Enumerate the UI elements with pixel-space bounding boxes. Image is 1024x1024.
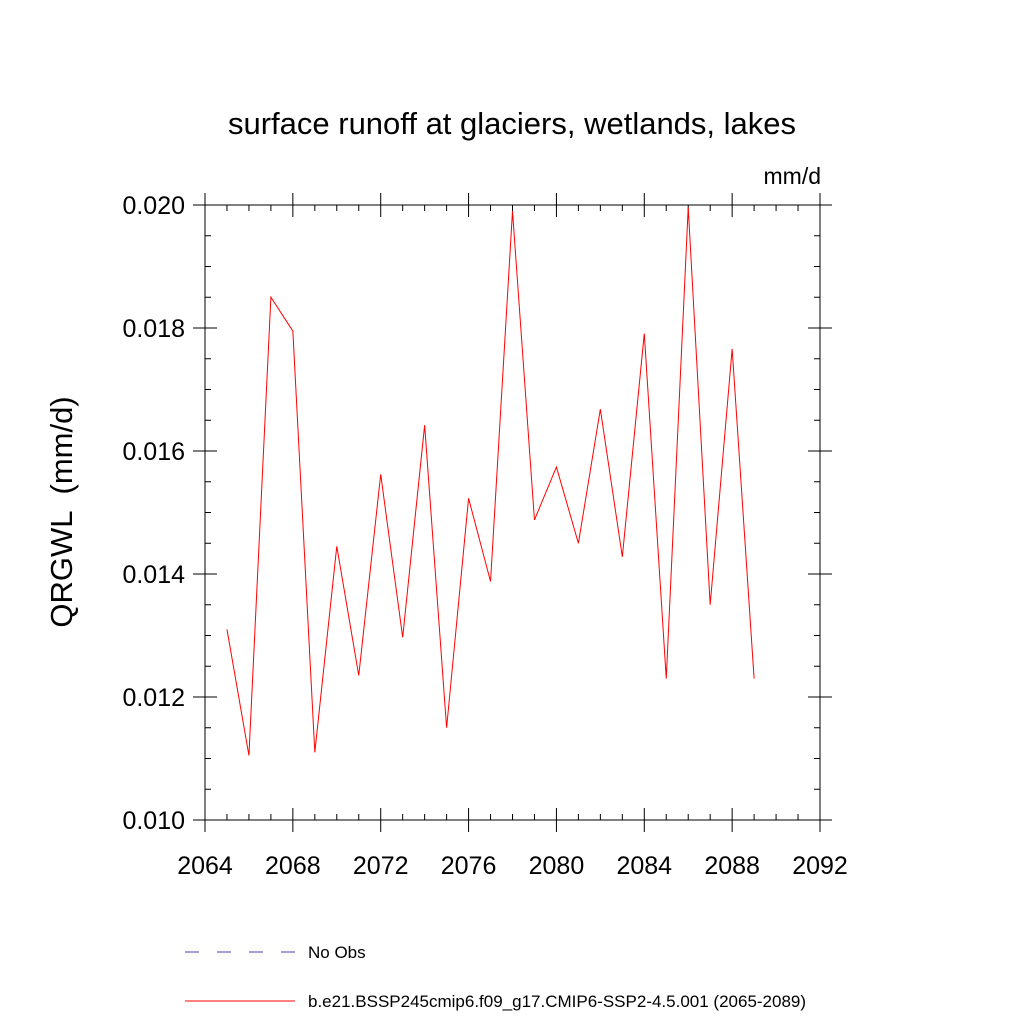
- y-tick-label: 0.020: [122, 192, 185, 220]
- x-tick-label: 2064: [177, 852, 233, 880]
- chart-title: surface runoff at glaciers, wetlands, la…: [227, 106, 797, 141]
- legend-label-model-run: b.e21.BSSP245cmip6.f09_g17.CMIP6-SSP2-4.…: [308, 992, 807, 1011]
- x-tick-label: 2088: [704, 852, 760, 880]
- x-tick-label: 2092: [792, 852, 848, 880]
- x-tick-label: 2068: [265, 852, 321, 880]
- y-tick-label: 0.016: [122, 438, 185, 466]
- legend-label-no-obs: No Obs: [308, 943, 366, 962]
- y-tick-label: 0.012: [122, 684, 185, 712]
- x-tick-label: 2076: [441, 852, 497, 880]
- plot-frame: [204, 204, 821, 821]
- y-axis-label: QRGWL (mm/d): [44, 396, 79, 628]
- units-label: mm/d: [763, 163, 822, 189]
- x-tick-label: 2080: [529, 852, 585, 880]
- y-tick-label: 0.018: [122, 315, 185, 343]
- y-tick-label: 0.010: [122, 807, 185, 835]
- y-tick-label: 0.014: [122, 561, 185, 589]
- series-line-1: [226, 207, 755, 756]
- x-tick-label: 2084: [616, 852, 672, 880]
- x-tick-label: 2072: [353, 852, 409, 880]
